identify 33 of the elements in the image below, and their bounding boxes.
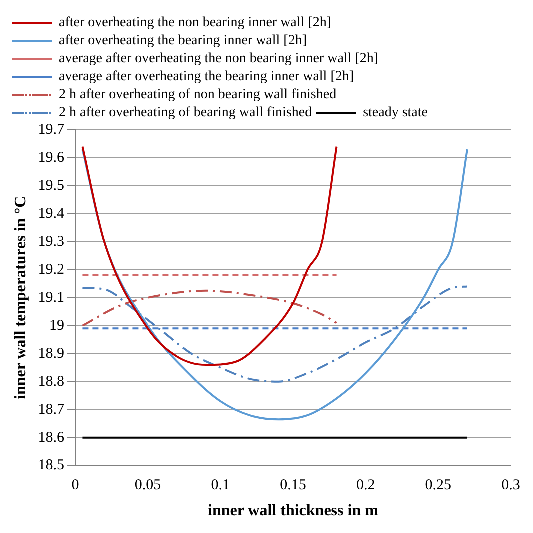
x-tick-label: 0.25: [425, 478, 452, 494]
legend-label: 2 h after overheating of bearing wall finished: [59, 106, 312, 121]
x-tick-label: 0.2: [356, 478, 376, 494]
y-tick-label: 19.5: [38, 178, 64, 194]
x-tick-label: 0.05: [134, 478, 162, 494]
y-tick-label: 18.5: [38, 458, 64, 474]
line-series: [82, 286, 468, 383]
y-tick-label: 18.6: [38, 430, 65, 446]
line-series: [82, 148, 468, 421]
x-tick-label: 0.3: [502, 478, 520, 494]
y-tick-label: 18.8: [38, 374, 64, 390]
y-tick-label: 19.4: [38, 206, 65, 222]
legend-label: steady state: [363, 106, 428, 121]
y-tick-label: 19.6: [38, 150, 65, 166]
legend-label: average after overheating the bearing inner wall [2h]: [59, 70, 354, 85]
y-tick-label: 19.2: [38, 262, 64, 278]
y-tick-label: 19.3: [38, 234, 64, 250]
x-tick-label: 0: [72, 478, 80, 494]
legend-label: average after overheating the non bearing inner wall [2h]: [59, 52, 379, 67]
y-tick-label: 19.7: [38, 122, 65, 138]
line-series: [82, 146, 338, 366]
y-tick-label: 18.7: [38, 402, 65, 418]
legend-label: after overheating the non bearing inner wall [2h]: [59, 16, 332, 31]
y-axis-title: inner wall temperatures in °C: [12, 196, 30, 400]
legend-label: 2 h after overheating of non bearing wall finished: [59, 88, 337, 103]
line-series: [82, 290, 338, 327]
x-tick-label: 0.15: [280, 478, 306, 494]
y-tick-label: 18.9: [38, 346, 64, 362]
y-tick-label: 19.1: [38, 290, 64, 306]
y-tick-label: 19: [49, 318, 64, 334]
legend-label: after overheating the bearing inner wall [2h]: [59, 34, 308, 49]
x-axis-title: inner wall thickness in m: [208, 502, 380, 520]
x-tick-label: 0.1: [211, 478, 230, 494]
